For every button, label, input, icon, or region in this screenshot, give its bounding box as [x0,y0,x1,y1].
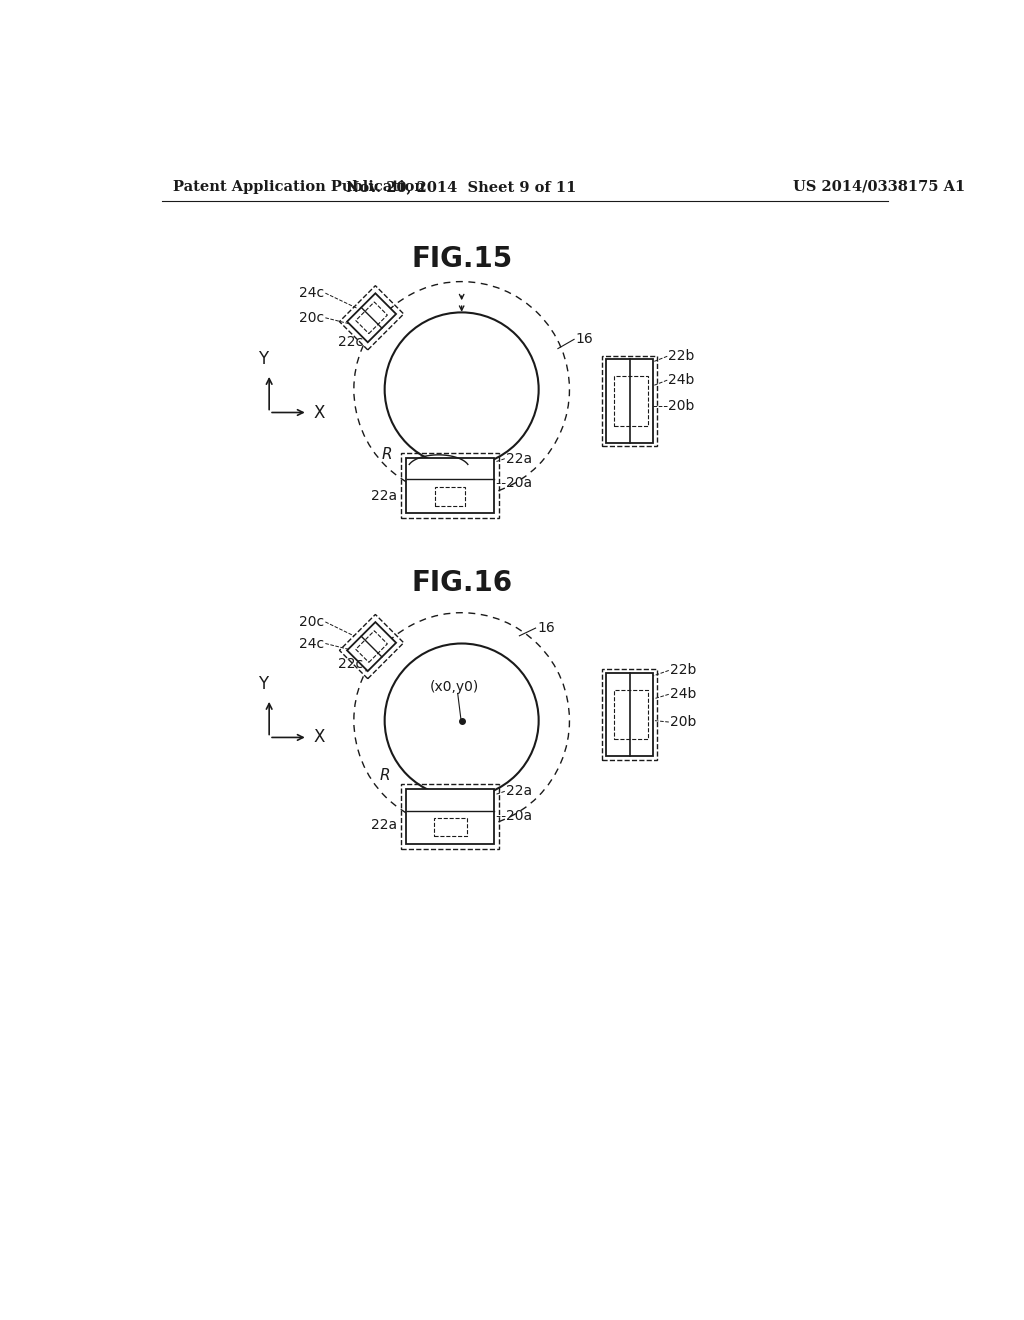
Text: FIG.16: FIG.16 [411,569,512,598]
Polygon shape [406,458,495,513]
Text: 22a: 22a [506,784,531,799]
Text: 22b: 22b [670,664,696,677]
Polygon shape [406,789,495,845]
Text: (x0,y0): (x0,y0) [429,680,478,693]
Text: 16: 16 [575,333,593,346]
Text: 20c: 20c [299,310,325,325]
Text: 20b: 20b [668,400,694,413]
Text: 22a: 22a [371,488,397,503]
Text: R: R [382,447,392,462]
Polygon shape [347,293,396,342]
Text: R: R [379,768,390,784]
Text: FIG.15: FIG.15 [411,244,512,272]
Polygon shape [347,622,396,671]
Text: 24c: 24c [299,286,325,300]
Text: 22a: 22a [371,818,397,832]
Text: X: X [313,729,326,746]
Text: 20b: 20b [670,715,696,729]
Text: 22b: 22b [668,350,694,363]
Polygon shape [605,359,653,442]
Text: US 2014/0338175 A1: US 2014/0338175 A1 [793,180,965,194]
Text: Patent Application Publication: Patent Application Publication [173,180,425,194]
Text: 24c: 24c [299,636,325,651]
Text: 24b: 24b [670,688,696,701]
Text: Y: Y [258,350,268,368]
Text: Y: Y [258,675,268,693]
Text: 20c: 20c [299,615,325,628]
Text: Nov. 20, 2014  Sheet 9 of 11: Nov. 20, 2014 Sheet 9 of 11 [346,180,577,194]
Text: 22a: 22a [506,451,531,466]
Polygon shape [605,673,653,756]
Text: 16: 16 [538,622,555,635]
Text: 22c: 22c [339,335,364,348]
Text: 20a: 20a [506,809,531,822]
Text: 24b: 24b [668,374,694,387]
Text: 22c: 22c [339,656,364,671]
Text: X: X [313,404,326,421]
Text: 20a: 20a [506,477,531,490]
